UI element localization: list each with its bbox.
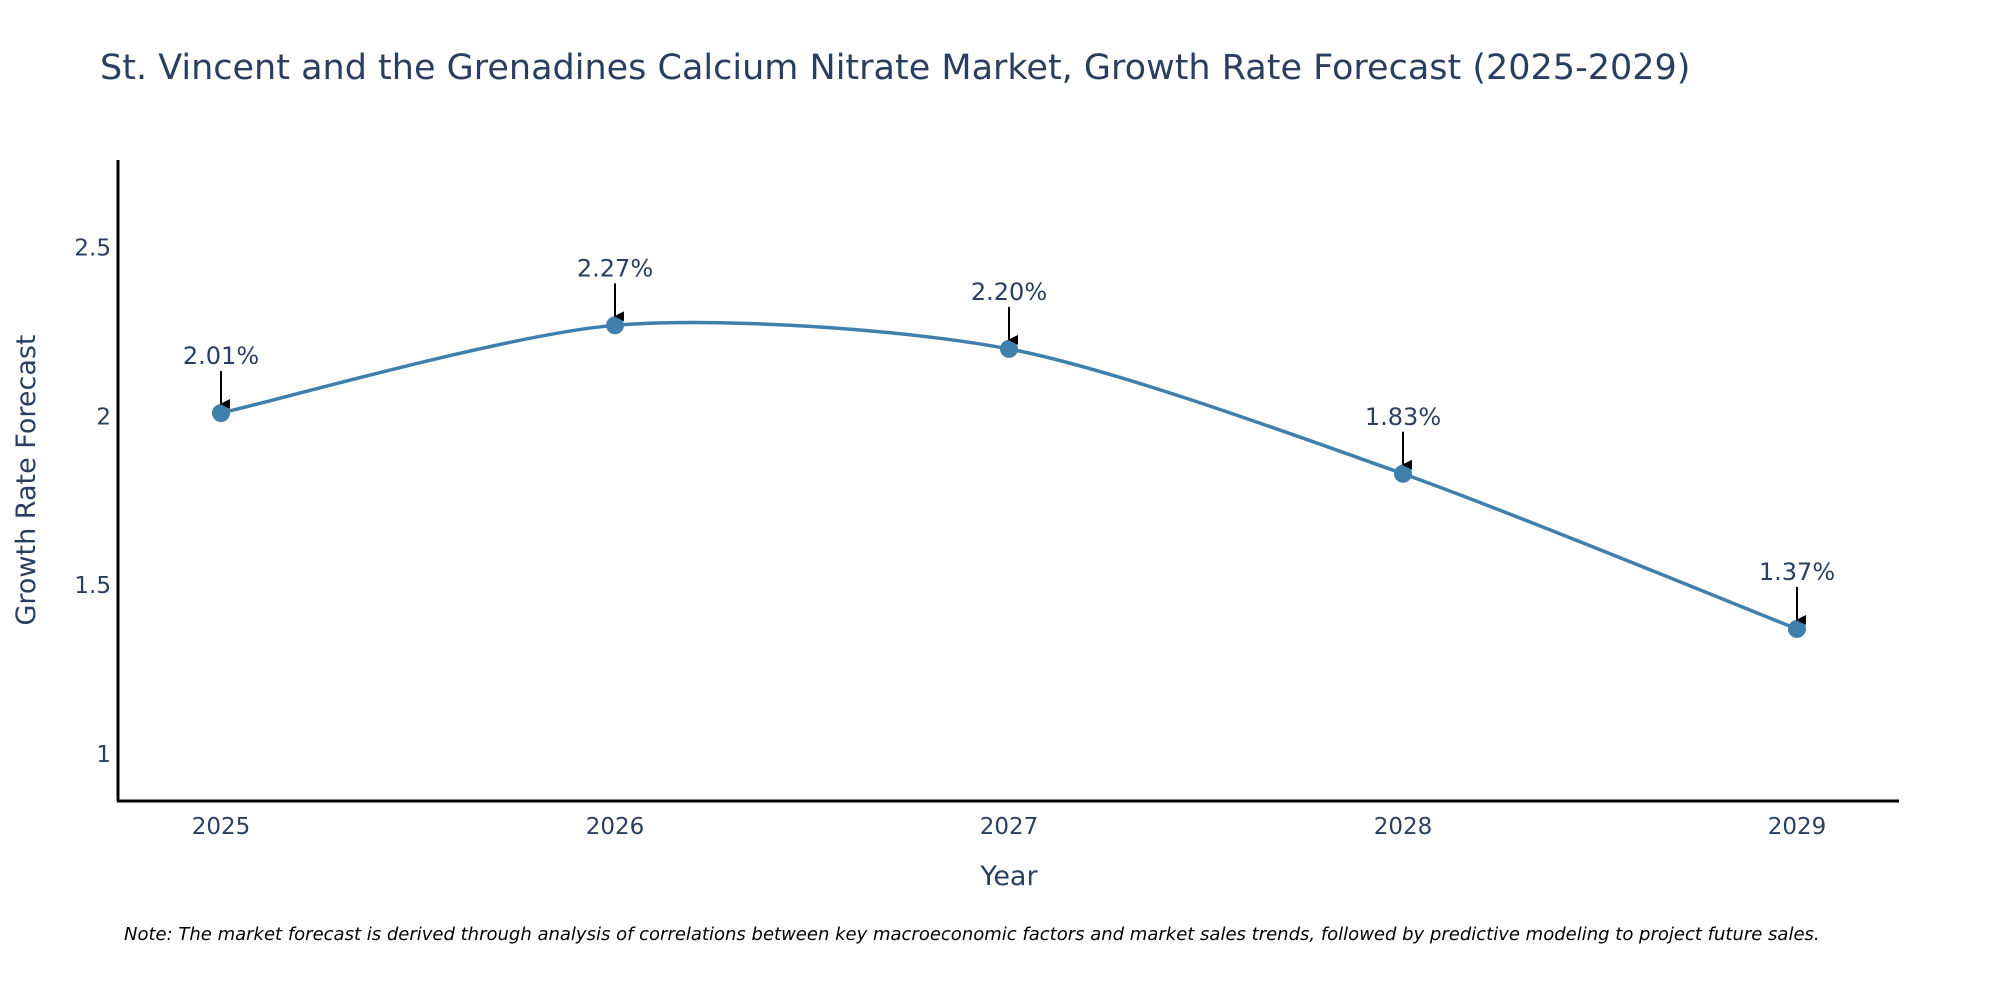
y-tick-label: 2 bbox=[96, 404, 111, 430]
y-tick-label: 2.5 bbox=[74, 236, 111, 262]
series-line-group bbox=[220, 320, 1798, 631]
data-point bbox=[1394, 464, 1412, 483]
y-tick-label: 1 bbox=[96, 742, 111, 768]
y-tick-labels: 1 1.5 2 2.5 bbox=[74, 236, 111, 768]
data-label: 2.01% bbox=[183, 342, 259, 370]
x-tick-label: 2028 bbox=[1374, 814, 1433, 840]
x-tick-label: 2029 bbox=[1768, 814, 1827, 840]
data-label: 1.37% bbox=[1759, 558, 1835, 586]
data-point bbox=[606, 316, 624, 335]
data-point bbox=[1788, 619, 1806, 638]
x-tick-label: 2027 bbox=[980, 814, 1039, 840]
series-line bbox=[220, 320, 1798, 631]
x-tick-labels: 2025 2026 2027 2028 2029 bbox=[192, 814, 1827, 840]
data-annotations-group: 2.01% 2.27% 2.20% 1.83% 1.37% bbox=[183, 254, 1835, 625]
data-points-group bbox=[212, 316, 1806, 638]
x-axis-title: Year bbox=[979, 861, 1038, 892]
data-label: 1.83% bbox=[1365, 403, 1441, 431]
y-tick-label: 1.5 bbox=[74, 573, 111, 599]
x-tick-label: 2026 bbox=[586, 814, 645, 840]
data-label: 2.27% bbox=[577, 254, 653, 282]
data-point bbox=[1000, 339, 1018, 358]
data-label: 2.20% bbox=[971, 278, 1047, 306]
footnote: Note: The market forecast is derived thr… bbox=[124, 924, 1820, 945]
y-axis-title: Growth Rate Forecast bbox=[11, 334, 42, 625]
chart-title: St. Vincent and the Grenadines Calcium N… bbox=[100, 48, 1690, 88]
x-tick-label: 2025 bbox=[192, 814, 251, 840]
data-point bbox=[212, 404, 230, 423]
